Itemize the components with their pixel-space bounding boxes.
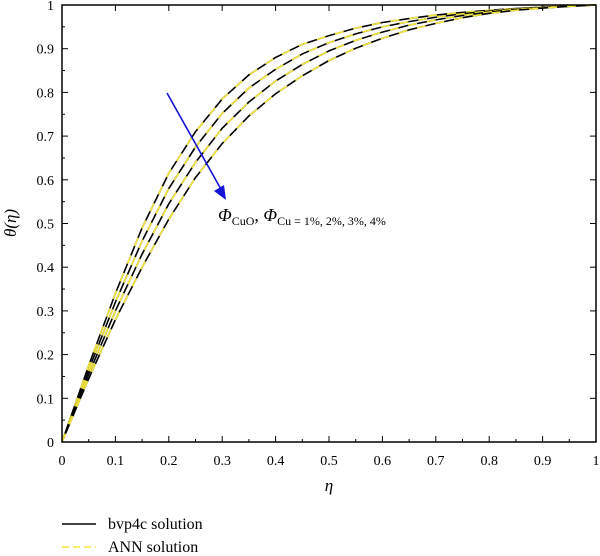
- y-tick-label-6: 0.6: [37, 174, 55, 189]
- legend-label-ann: ANN solution: [108, 539, 198, 556]
- y-tick-labels: 0 0.1 0.2 0.3 0.4 0.5 0.6 0.7 0.8 0.9 1: [37, 0, 55, 451]
- y-tick-label-9: 0.9: [37, 43, 55, 58]
- series-layer: [61, 4, 597, 443]
- x-tick-label-5: 0.5: [320, 454, 338, 469]
- ann-line-4: [61, 4, 597, 443]
- x-tick-label-0: 0: [59, 454, 66, 469]
- x-tick-label-8: 0.8: [480, 454, 498, 469]
- y-tick-label-10: 1: [47, 0, 54, 14]
- y-tick-label-5: 0.5: [37, 218, 55, 233]
- y-tick-label-2: 0.2: [37, 349, 55, 364]
- legend: bvp4c solution ANN solution: [62, 516, 203, 556]
- legend-label-bvp4c: bvp4c solution: [108, 516, 203, 533]
- x-tick-label-9: 0.9: [534, 454, 552, 469]
- y-tick-label-7: 0.7: [37, 130, 55, 145]
- x-tick-label-10: 1: [593, 454, 600, 469]
- y-tick-label-3: 0.3: [37, 305, 55, 320]
- y-tick-label-0: 0: [47, 436, 54, 451]
- plot-frame: [61, 4, 597, 443]
- trend-arrow: [166, 92, 223, 192]
- x-tick-label-3: 0.3: [213, 454, 231, 469]
- y-tick-label-4: 0.4: [37, 261, 55, 276]
- y-tick-label-8: 0.8: [37, 86, 55, 101]
- ann-line-3: [61, 4, 597, 443]
- x-axis-title: η: [325, 476, 333, 495]
- y-axis-title: θ(η): [1, 209, 20, 237]
- x-tick-label-7: 0.7: [427, 454, 445, 469]
- x-tick-label-4: 0.4: [267, 454, 285, 469]
- x-tick-labels: 0 0.1 0.2 0.3 0.4 0.5 0.6 0.7 0.8 0.9 1: [59, 454, 600, 469]
- x-tick-label-1: 0.1: [107, 454, 125, 469]
- y-tick-label-1: 0.1: [37, 392, 55, 407]
- annotation-label: ΦCuO, ΦCu = 1%, 2%, 3%, 4%: [218, 205, 386, 228]
- x-tick-label-2: 0.2: [160, 454, 178, 469]
- trend-arrowhead: [214, 185, 226, 200]
- ann-line-2: [61, 4, 597, 443]
- x-tick-label-6: 0.6: [374, 454, 392, 469]
